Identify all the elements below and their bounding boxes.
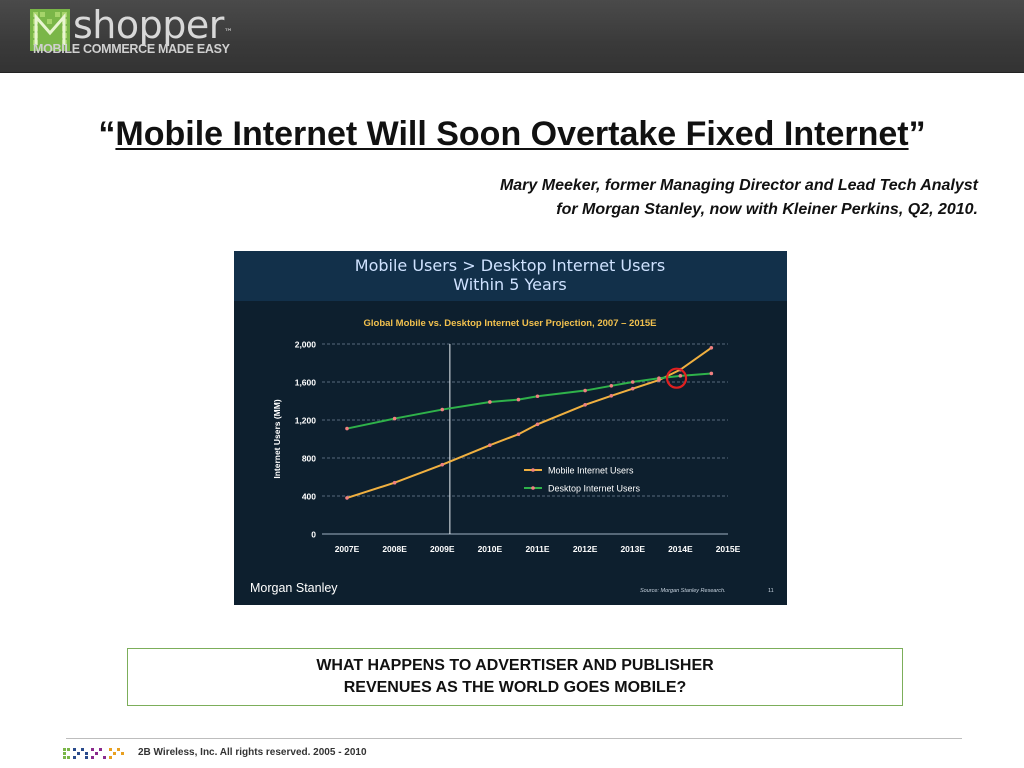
chart-headline-2: Within 5 Years [453,275,566,294]
user-projection-chart: Mobile Users > Desktop Internet UsersWit… [234,251,787,595]
crossover-marker [665,367,688,389]
x-tick-label: 2007E [335,544,360,554]
2b-wireless-logo-icon [63,748,124,759]
attribution-line-2: for Morgan Stanley, now with Kleiner Per… [556,201,978,218]
source-note: Source: Morgan Stanley Research. [640,588,726,594]
x-tick-label: 2009E [430,544,455,554]
data-point [516,397,521,402]
quote-attribution: Mary Meeker, former Managing Director an… [500,174,978,222]
mshopper-logo-icon [30,9,70,51]
x-tick-label: 2010E [478,544,503,554]
chart-headline-band [234,251,787,301]
question-box: WHAT HAPPENS TO ADVERTISER AND PUBLISHER… [127,648,903,706]
data-point [488,400,492,404]
data-point [535,394,540,399]
y-tick-label: 1,600 [295,378,317,388]
x-tick-label: 2012E [573,544,598,554]
data-point [630,380,635,384]
data-point [583,388,587,393]
data-point [709,346,714,350]
data-point [440,407,445,412]
chart-title: Global Mobile vs. Desktop Internet User … [363,318,656,329]
data-point [345,496,349,500]
x-tick-label: 2008E [382,544,407,554]
x-tick-label: 2013E [620,544,645,554]
chart-panel: Mobile Users > Desktop Internet Users Wit… [234,251,787,605]
data-point [392,416,397,421]
data-point [709,371,714,376]
x-tick-label: 2014E [668,544,693,554]
header-banner: shopper™ MOBILE COMMERCE MADE EASY [0,0,1024,73]
data-point [609,393,614,398]
legend-label: Desktop Internet Users [548,484,641,494]
y-axis-label: Internet Users (MM) [272,399,282,479]
data-point [392,480,397,485]
footer-copyright: 2B Wireless, Inc. All rights reserved. 2… [138,747,367,758]
legend-marker [531,486,535,490]
chart-headline-1: Mobile Users > Desktop Internet Users [355,256,665,275]
data-point [630,386,635,391]
question-line-2: REVENUES AS THE WORLD GOES MOBILE? [343,679,687,696]
quote-title: “Mobile Internet Will Soon Overtake Fixe… [98,115,926,153]
data-point [583,403,587,407]
brand-tagline: MOBILE COMMERCE MADE EASY [33,42,230,56]
x-tick-label: 2015E [716,544,741,554]
y-tick-label: 2,000 [295,340,317,350]
data-point [657,376,661,380]
data-point [516,432,521,437]
legend-label: Mobile Internet Users [548,466,634,476]
footer-divider [66,738,962,739]
data-point [488,443,492,447]
data-point [609,384,614,388]
legend-marker [531,468,535,472]
question-line-1: WHAT HAPPENS TO ADVERTISER AND PUBLISHER [316,657,714,674]
data-point [440,462,445,467]
chart-page-number: 11 [768,588,774,594]
data-point [535,422,540,427]
morgan-stanley-brand: Morgan Stanley [250,581,338,595]
series-line-desktop [346,372,712,430]
data-point [678,374,683,378]
quote-text: Mobile Internet Will Soon Overtake Fixed… [115,115,909,153]
x-tick-label: 2011E [525,544,549,554]
data-point [345,426,349,431]
y-tick-label: 400 [302,492,316,502]
y-tick-label: 0 [311,530,316,540]
series-line-mobile [346,346,712,499]
y-tick-label: 800 [302,454,316,464]
brand-name: shopper™ [73,3,233,47]
y-tick-label: 1,200 [295,416,317,426]
attribution-line-1: Mary Meeker, former Managing Director an… [499,177,978,194]
